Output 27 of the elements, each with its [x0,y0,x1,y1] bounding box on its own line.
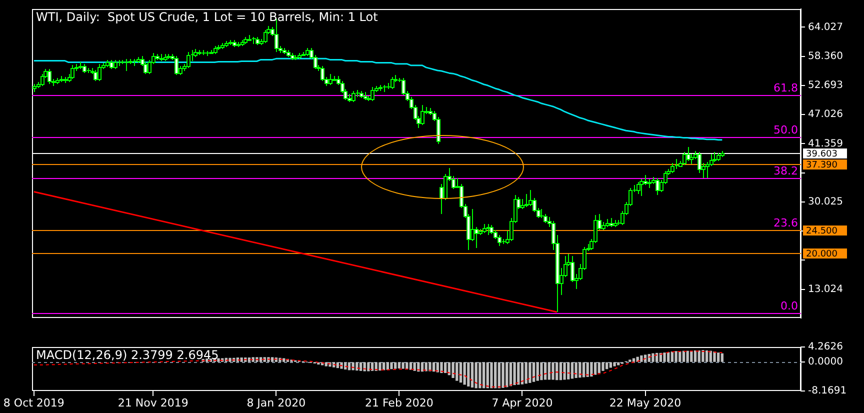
y-tick-label: 47.026 [808,109,843,120]
x-tick-label: 8 Oct 2019 [3,396,64,410]
y-tick-label: 0.0000 [808,356,843,368]
ref-line-label: 20.000 [806,249,838,260]
x-tick-label: 8 Jan 2020 [246,396,306,410]
x-tick-label: 22 May 2020 [609,396,682,410]
ref-line-label: 37.390 [806,160,838,170]
annotation: 38.2 [774,164,798,178]
x-tick-label: 21 Nov 2019 [118,396,188,410]
x-tick-label: 21 Feb 2020 [364,396,434,410]
annotation: 0.0 [780,299,798,312]
y-tick-label: 58.360 [808,50,843,62]
ref-line-label: 24.500 [806,226,838,236]
ref-line-label: 39.603 [806,149,838,160]
annotation: 23.6 [774,216,798,230]
y-tick-label: 4.2626 [808,342,843,353]
y-tick-label: 52.693 [808,80,843,92]
y-tick-label: 41.359 [808,138,843,150]
annotation: 61.8 [774,81,798,94]
y-tick-label: 64.027 [808,22,843,33]
annotation: 50.0 [774,123,798,136]
y-tick-label: -8.1691 [808,386,847,397]
chart-title: WTI, Daily: Spot US Crude, 1 Lot = 10 Barrels, Min: 1 Lot [36,10,378,24]
y-tick-label: 30.025 [808,196,843,208]
y-tick-label: 13.024 [808,284,843,295]
chart-title: MACD(12,26,9) 2.3799 2.6945 [36,348,219,362]
x-tick-label: 7 Apr 2020 [492,396,553,410]
